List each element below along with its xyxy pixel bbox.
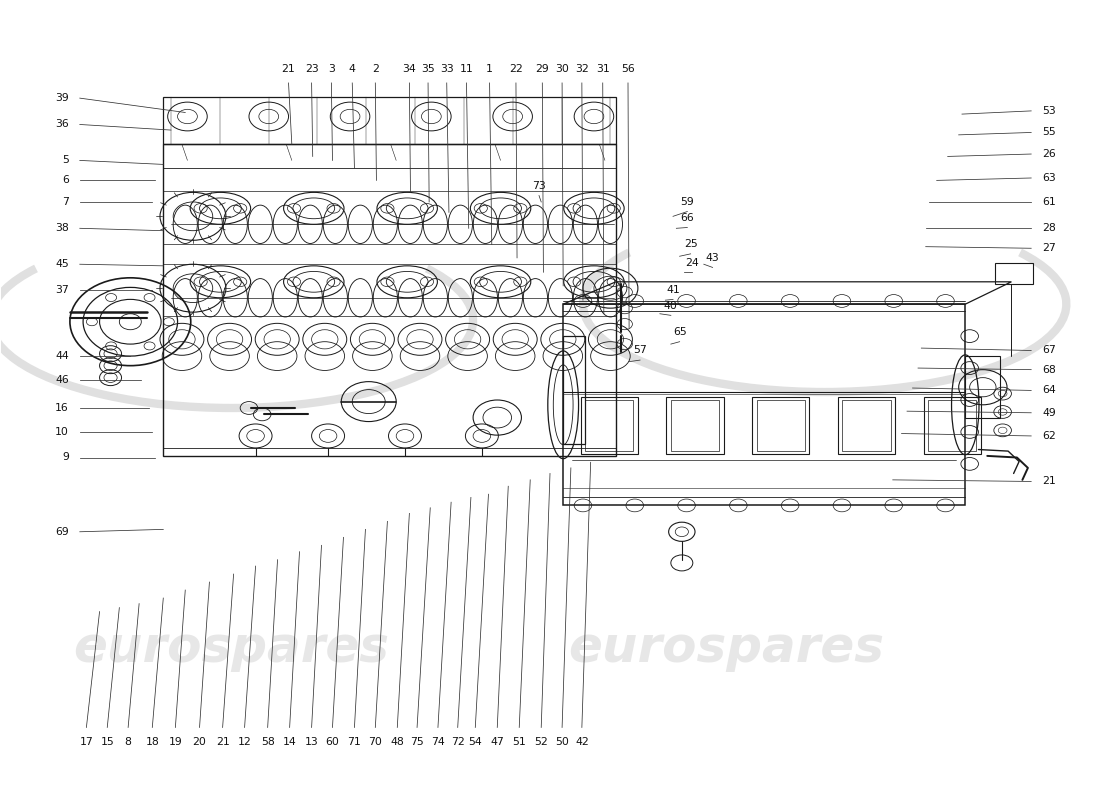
- Text: 12: 12: [238, 737, 252, 747]
- Text: 41: 41: [667, 285, 680, 294]
- Text: 16: 16: [55, 403, 69, 413]
- Text: 62: 62: [1042, 431, 1056, 441]
- Text: 2: 2: [372, 63, 378, 74]
- Text: 64: 64: [1042, 386, 1056, 395]
- Text: 60: 60: [326, 737, 340, 747]
- Text: 61: 61: [1042, 197, 1056, 207]
- Text: 38: 38: [55, 223, 69, 234]
- Text: 71: 71: [348, 737, 361, 747]
- Text: 56: 56: [621, 63, 635, 74]
- Text: 53: 53: [1042, 106, 1056, 116]
- Text: 31: 31: [596, 63, 609, 74]
- Text: 9: 9: [62, 453, 69, 462]
- Text: 59: 59: [681, 197, 694, 207]
- Text: 23: 23: [305, 63, 319, 74]
- Text: 44: 44: [55, 351, 69, 361]
- Text: 69: 69: [55, 526, 69, 537]
- Text: 43: 43: [706, 253, 719, 263]
- Text: eurospares: eurospares: [74, 623, 389, 671]
- Text: 26: 26: [1042, 149, 1056, 159]
- Text: 74: 74: [431, 737, 444, 747]
- Text: 11: 11: [460, 63, 473, 74]
- Text: 55: 55: [1042, 127, 1056, 138]
- Text: 66: 66: [681, 213, 694, 223]
- Text: 51: 51: [513, 737, 526, 747]
- Text: 17: 17: [79, 737, 94, 747]
- Text: 65: 65: [673, 327, 686, 337]
- Text: 39: 39: [55, 93, 69, 103]
- Text: 22: 22: [509, 63, 522, 74]
- Text: 50: 50: [556, 737, 569, 747]
- Text: 8: 8: [124, 737, 132, 747]
- Text: 32: 32: [575, 63, 589, 74]
- Text: 33: 33: [440, 63, 453, 74]
- Text: 35: 35: [421, 63, 434, 74]
- Text: 21: 21: [282, 63, 296, 74]
- Text: 45: 45: [55, 259, 69, 270]
- Text: 24: 24: [685, 258, 698, 268]
- Text: 30: 30: [556, 63, 569, 74]
- Text: 73: 73: [532, 181, 546, 191]
- Text: 36: 36: [55, 119, 69, 130]
- Text: 1: 1: [486, 63, 493, 74]
- Text: 21: 21: [216, 737, 230, 747]
- Text: 19: 19: [168, 737, 183, 747]
- Text: 49: 49: [1042, 408, 1056, 418]
- Text: 25: 25: [684, 239, 697, 250]
- Text: 29: 29: [536, 63, 549, 74]
- Text: 5: 5: [62, 155, 69, 166]
- Text: 58: 58: [261, 737, 275, 747]
- Text: 47: 47: [491, 737, 504, 747]
- Text: 42: 42: [575, 737, 589, 747]
- Text: 21: 21: [1042, 477, 1056, 486]
- Text: 4: 4: [349, 63, 355, 74]
- Text: 54: 54: [469, 737, 482, 747]
- Text: 15: 15: [100, 737, 114, 747]
- Text: 28: 28: [1042, 223, 1056, 234]
- Text: 40: 40: [664, 301, 678, 310]
- Text: 68: 68: [1042, 365, 1056, 374]
- Text: 70: 70: [368, 737, 383, 747]
- Text: 13: 13: [305, 737, 319, 747]
- Text: 14: 14: [283, 737, 297, 747]
- Text: 6: 6: [62, 175, 69, 186]
- Text: 20: 20: [192, 737, 207, 747]
- Text: 57: 57: [634, 346, 647, 355]
- Text: 67: 67: [1042, 346, 1056, 355]
- Text: 27: 27: [1042, 243, 1056, 254]
- Text: 37: 37: [55, 285, 69, 294]
- Text: 52: 52: [535, 737, 548, 747]
- Text: eurospares: eurospares: [568, 623, 883, 671]
- Text: 10: 10: [55, 427, 69, 437]
- Text: 18: 18: [145, 737, 160, 747]
- Text: 34: 34: [403, 63, 416, 74]
- Text: 75: 75: [410, 737, 424, 747]
- Text: 72: 72: [451, 737, 464, 747]
- Text: 48: 48: [390, 737, 404, 747]
- Text: 63: 63: [1042, 173, 1056, 183]
- Text: 7: 7: [62, 197, 69, 207]
- Text: 46: 46: [55, 375, 69, 385]
- Text: 3: 3: [328, 63, 334, 74]
